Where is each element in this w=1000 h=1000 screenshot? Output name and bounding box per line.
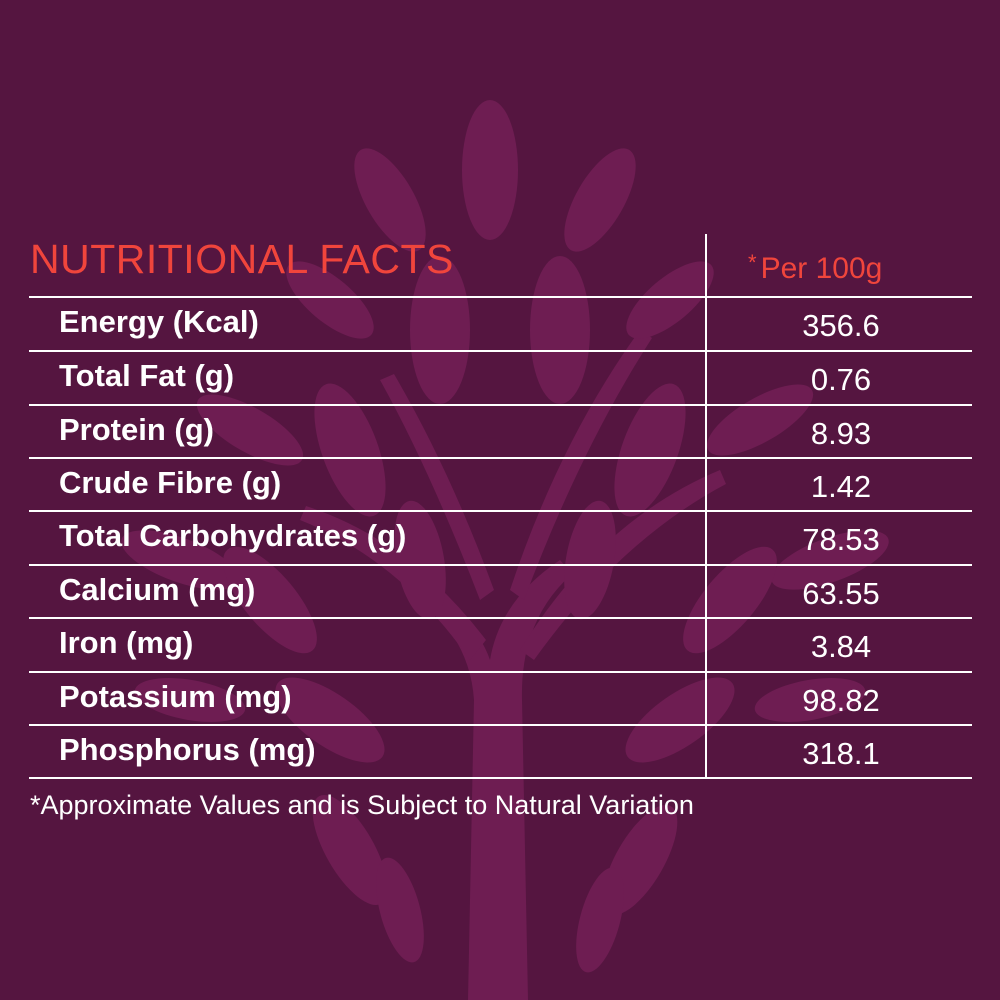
nutrient-value: 0.76 [810,362,872,397]
row-divider [29,296,972,298]
tree-leaf [275,677,385,763]
row-divider [29,564,972,566]
tree-leaf [462,100,518,240]
tree-leaf [376,857,424,963]
tree-branch-left [300,506,486,660]
tree-leaf [134,678,246,722]
row-divider [29,457,972,459]
tree-trunk [420,560,572,1000]
tree-leaf [196,394,304,466]
tree-leaf [754,678,866,722]
tree-leaf [625,677,735,763]
row-divider [29,671,972,673]
row-divider [29,777,972,779]
tree-leaf [121,530,239,590]
tree-leaf [286,261,374,339]
table-row: Crude Fibre (g) 1.42 [29,459,972,512]
tree-leaf [312,794,388,906]
column-divider [705,234,707,779]
per-label-asterisk: * [748,250,757,275]
row-divider [29,617,972,619]
row-divider [29,510,972,512]
tree-branch-mid-right [510,330,652,600]
tree-leaf [576,867,624,973]
nutrient-name: Total Fat (g) [59,358,235,393]
tree-leaf [314,383,386,517]
nutrient-value: 8.93 [810,416,872,451]
nutrient-name: Phosphorus (mg) [59,732,316,767]
row-divider [29,404,972,406]
table-row: Protein (g) 8.93 [29,406,972,459]
tree-leaf [706,384,814,456]
row-divider [29,350,972,352]
tree-leaf [564,148,636,252]
table-row: Iron (mg) 3.84 [29,619,972,672]
tree-leaf [354,148,426,252]
nutrient-value: 1.42 [810,469,872,504]
per-label-text: Per 100g [760,252,883,285]
tree-leaf [626,261,714,339]
row-divider [29,724,972,726]
nutrient-name: Crude Fibre (g) [59,465,282,500]
nutrient-name: Calcium (mg) [59,572,256,607]
tree-leaf [394,500,446,620]
tree-leaf [410,256,470,404]
nutrient-name: Protein (g) [59,412,214,447]
table-row: Calcium (mg) 63.55 [29,566,972,619]
tree-leaf [223,546,317,654]
nutrient-name: Potassium (mg) [59,679,292,714]
tree-branch-mid-left [380,374,494,600]
tree-leaf [771,530,889,590]
nutrient-value: 356.6 [802,308,880,343]
tree-leaf [614,383,686,517]
table-row: Energy (Kcal) 356.6 [29,298,972,351]
nutrient-value: 63.55 [802,576,880,611]
nutrient-name: Energy (Kcal) [59,304,259,339]
nutrient-value: 78.53 [802,522,880,557]
nutrient-value: 318.1 [802,736,880,771]
per-100g-label: * Per 100g [748,250,882,286]
table-row: Total Fat (g) 0.76 [29,352,972,405]
table-row: Potassium (mg) 98.82 [29,673,972,726]
tree-leaf [530,256,590,404]
nutrient-name: Iron (mg) [59,625,194,660]
table-row: Phosphorus (mg) 318.1 [29,726,972,779]
tree-leaf [564,500,616,620]
nutritional-facts-title: NUTRITIONAL FACTS [30,236,454,282]
nutrient-value: 98.82 [802,683,880,718]
nutrient-name: Total Carbohydrates (g) [59,518,407,553]
table-row: Total Carbohydrates (g) 78.53 [29,512,972,565]
nutrient-value: 3.84 [810,629,872,664]
footnote: *Approximate Values and is Subject to Na… [30,790,694,820]
